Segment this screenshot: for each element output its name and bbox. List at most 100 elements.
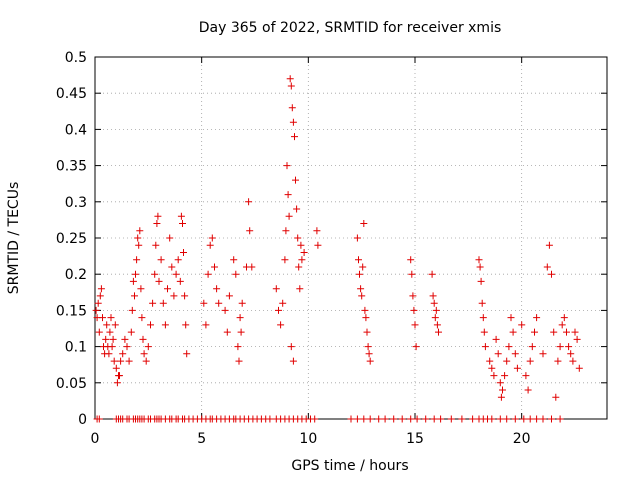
data-point bbox=[432, 306, 440, 314]
data-point bbox=[113, 379, 121, 387]
y-tick-label: 0.5 bbox=[65, 50, 87, 66]
y-tick-label: 0.45 bbox=[56, 86, 87, 102]
data-point bbox=[298, 256, 306, 264]
data-point bbox=[293, 205, 301, 213]
data-point bbox=[125, 357, 133, 365]
data-point bbox=[558, 321, 566, 329]
data-point bbox=[287, 82, 295, 90]
x-tick-label: 10 bbox=[299, 431, 317, 447]
data-point bbox=[479, 314, 487, 322]
data-point bbox=[149, 299, 157, 307]
data-point bbox=[123, 343, 131, 351]
data-point bbox=[105, 350, 113, 358]
data-point bbox=[524, 386, 532, 394]
data-point bbox=[136, 227, 144, 235]
data-point bbox=[408, 270, 416, 278]
data-point bbox=[548, 415, 555, 423]
data-point bbox=[518, 321, 526, 329]
data-point bbox=[360, 220, 368, 227]
data-point bbox=[137, 285, 145, 293]
data-point bbox=[556, 415, 564, 423]
data-point bbox=[112, 364, 120, 372]
data-point bbox=[152, 241, 160, 249]
data-point bbox=[181, 292, 189, 300]
x-tick-label: 15 bbox=[406, 431, 424, 447]
data-point bbox=[526, 357, 534, 365]
data-point bbox=[106, 328, 114, 336]
y-axis-label: SRMTID / TECUs bbox=[6, 182, 22, 295]
data-point bbox=[132, 270, 139, 278]
data-point bbox=[313, 227, 321, 235]
data-point bbox=[153, 220, 161, 227]
data-point bbox=[215, 299, 223, 307]
data-point bbox=[99, 314, 106, 322]
data-point bbox=[116, 372, 123, 380]
data-point bbox=[358, 292, 366, 300]
x-tick-label: 20 bbox=[513, 431, 531, 447]
data-point bbox=[499, 386, 506, 394]
data-point bbox=[492, 335, 500, 343]
data-point bbox=[543, 263, 551, 271]
data-point bbox=[245, 198, 253, 206]
data-point bbox=[486, 357, 494, 365]
data-point bbox=[135, 241, 143, 249]
data-point bbox=[289, 118, 297, 126]
x-tick-label: 0 bbox=[91, 431, 100, 447]
data-point bbox=[511, 350, 519, 358]
data-point bbox=[128, 306, 136, 314]
data-point bbox=[437, 415, 445, 423]
data-point bbox=[284, 191, 292, 199]
data-point bbox=[410, 306, 418, 314]
data-point bbox=[356, 270, 363, 278]
data-point bbox=[225, 292, 233, 300]
data-point bbox=[413, 415, 421, 423]
data-point bbox=[496, 415, 504, 423]
data-point bbox=[119, 350, 127, 358]
data-point bbox=[200, 299, 208, 307]
data-point bbox=[469, 415, 477, 423]
x-tick-label: 5 bbox=[197, 431, 206, 447]
data-point bbox=[366, 415, 374, 423]
data-point bbox=[429, 292, 437, 300]
data-point bbox=[476, 263, 484, 271]
data-point bbox=[503, 357, 511, 365]
data-point bbox=[539, 350, 547, 358]
data-point bbox=[545, 241, 553, 249]
data-point bbox=[166, 234, 174, 242]
data-point bbox=[430, 299, 438, 307]
data-point bbox=[477, 277, 485, 285]
data-point bbox=[285, 212, 293, 220]
data-point bbox=[505, 343, 513, 351]
data-point bbox=[565, 343, 573, 351]
data-point bbox=[221, 306, 229, 314]
data-point bbox=[435, 328, 442, 336]
data-point bbox=[533, 314, 541, 322]
data-point bbox=[363, 328, 371, 336]
data-point bbox=[407, 256, 415, 264]
data-point bbox=[183, 350, 191, 358]
data-point bbox=[494, 350, 502, 358]
data-point bbox=[411, 321, 419, 329]
data-point bbox=[154, 212, 162, 220]
data-point bbox=[103, 321, 111, 329]
data-point bbox=[287, 343, 295, 351]
data-point bbox=[428, 270, 436, 278]
data-point bbox=[288, 104, 296, 112]
data-point bbox=[359, 263, 367, 271]
y-tick-label: 0.4 bbox=[65, 122, 87, 138]
data-point bbox=[353, 415, 361, 423]
data-point bbox=[575, 364, 583, 372]
data-point bbox=[409, 292, 417, 300]
data-point bbox=[161, 321, 169, 329]
data-point bbox=[133, 256, 141, 264]
data-point bbox=[571, 328, 579, 336]
data-point bbox=[548, 270, 555, 278]
data-point bbox=[138, 314, 146, 322]
data-point bbox=[490, 372, 498, 380]
data-point bbox=[407, 415, 415, 423]
data-point bbox=[289, 357, 297, 365]
data-point bbox=[430, 415, 438, 423]
data-point bbox=[177, 212, 185, 220]
data-point bbox=[398, 415, 406, 423]
